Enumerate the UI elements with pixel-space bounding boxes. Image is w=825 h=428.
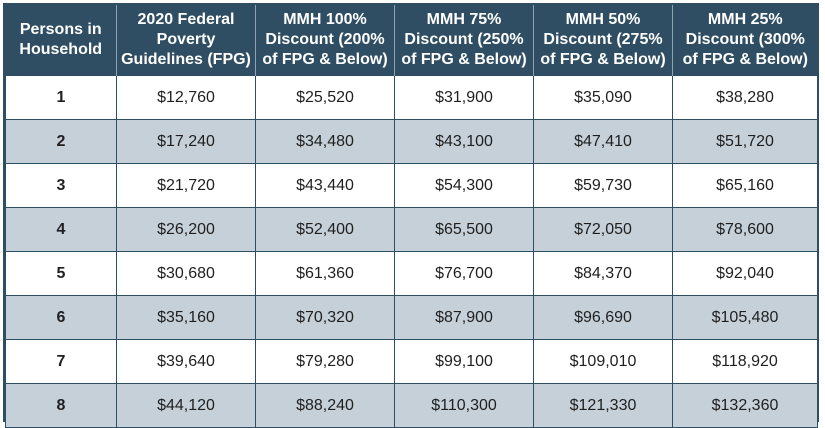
table-row: 3 $21,720 $43,440 $54,300 $59,730 $65,16…: [5, 163, 818, 208]
discount-25-cell: $118,920: [672, 339, 818, 384]
discount-75-cell: $31,900: [394, 75, 534, 120]
discount-75-cell: $65,500: [394, 207, 534, 252]
table-frame: Persons in Household 2020 Federal Povert…: [3, 3, 819, 428]
household-size-cell: 4: [5, 207, 117, 252]
discount-100-cell: $70,320: [255, 295, 395, 340]
discount-75-cell: $54,300: [394, 163, 534, 208]
table-row: 7 $39,640 $79,280 $99,100 $109,010 $118,…: [5, 339, 818, 384]
discount-100-cell: $79,280: [255, 339, 395, 384]
table-row: 8 $44,120 $88,240 $110,300 $121,330 $132…: [5, 383, 818, 428]
discount-50-cell: $35,090: [533, 75, 673, 120]
discount-75-cell: $99,100: [394, 339, 534, 384]
household-size-cell: 1: [5, 75, 117, 120]
fpg-cell: $26,200: [116, 207, 256, 252]
table-header-row: Persons in Household 2020 Federal Povert…: [5, 5, 818, 76]
household-size-cell: 3: [5, 163, 117, 208]
fpg-cell: $21,720: [116, 163, 256, 208]
discount-75-cell: $87,900: [394, 295, 534, 340]
household-size-cell: 8: [5, 383, 117, 428]
fpg-cell: $44,120: [116, 383, 256, 428]
discount-25-cell: $51,720: [672, 119, 818, 164]
discount-50-cell: $59,730: [533, 163, 673, 208]
header-mmh-75-discount: MMH 75% Discount (250% of FPG & Below): [394, 5, 534, 76]
discount-75-cell: $110,300: [394, 383, 534, 428]
fpg-cell: $39,640: [116, 339, 256, 384]
household-size-cell: 7: [5, 339, 117, 384]
discount-25-cell: $38,280: [672, 75, 818, 120]
fpg-cell: $12,760: [116, 75, 256, 120]
discount-50-cell: $84,370: [533, 251, 673, 296]
discount-100-cell: $61,360: [255, 251, 395, 296]
header-persons-in-household: Persons in Household: [5, 5, 117, 76]
discount-75-cell: $43,100: [394, 119, 534, 164]
header-federal-poverty-guidelines: 2020 Federal Poverty Guidelines (FPG): [116, 5, 256, 76]
household-size-cell: 6: [5, 295, 117, 340]
header-mmh-50-discount: MMH 50% Discount (275% of FPG & Below): [533, 5, 673, 76]
fpg-cell: $17,240: [116, 119, 256, 164]
table-row: 4 $26,200 $52,400 $65,500 $72,050 $78,60…: [5, 207, 818, 252]
discount-100-cell: $52,400: [255, 207, 395, 252]
table-row: 5 $30,680 $61,360 $76,700 $84,370 $92,04…: [5, 251, 818, 296]
discount-50-cell: $109,010: [533, 339, 673, 384]
header-mmh-100-discount: MMH 100% Discount (200% of FPG & Below): [255, 5, 395, 76]
discount-100-cell: $34,480: [255, 119, 395, 164]
fpg-cell: $30,680: [116, 251, 256, 296]
discount-25-cell: $132,360: [672, 383, 818, 428]
discount-25-cell: $78,600: [672, 207, 818, 252]
discount-50-cell: $72,050: [533, 207, 673, 252]
discount-75-cell: $76,700: [394, 251, 534, 296]
discount-100-cell: $88,240: [255, 383, 395, 428]
household-size-cell: 2: [5, 119, 117, 164]
table-row: 6 $35,160 $70,320 $87,900 $96,690 $105,4…: [5, 295, 818, 340]
discount-100-cell: $43,440: [255, 163, 395, 208]
table-row: 1 $12,760 $25,520 $31,900 $35,090 $38,28…: [5, 75, 818, 120]
discount-50-cell: $96,690: [533, 295, 673, 340]
header-mmh-25-discount: MMH 25% Discount (300% of FPG & Below): [672, 5, 818, 76]
discount-25-cell: $92,040: [672, 251, 818, 296]
fpg-cell: $35,160: [116, 295, 256, 340]
discount-50-cell: $121,330: [533, 383, 673, 428]
discount-100-cell: $25,520: [255, 75, 395, 120]
discount-50-cell: $47,410: [533, 119, 673, 164]
poverty-guidelines-table: Persons in Household 2020 Federal Povert…: [5, 5, 818, 428]
discount-25-cell: $65,160: [672, 163, 818, 208]
table-row: 2 $17,240 $34,480 $43,100 $47,410 $51,72…: [5, 119, 818, 164]
household-size-cell: 5: [5, 251, 117, 296]
discount-25-cell: $105,480: [672, 295, 818, 340]
